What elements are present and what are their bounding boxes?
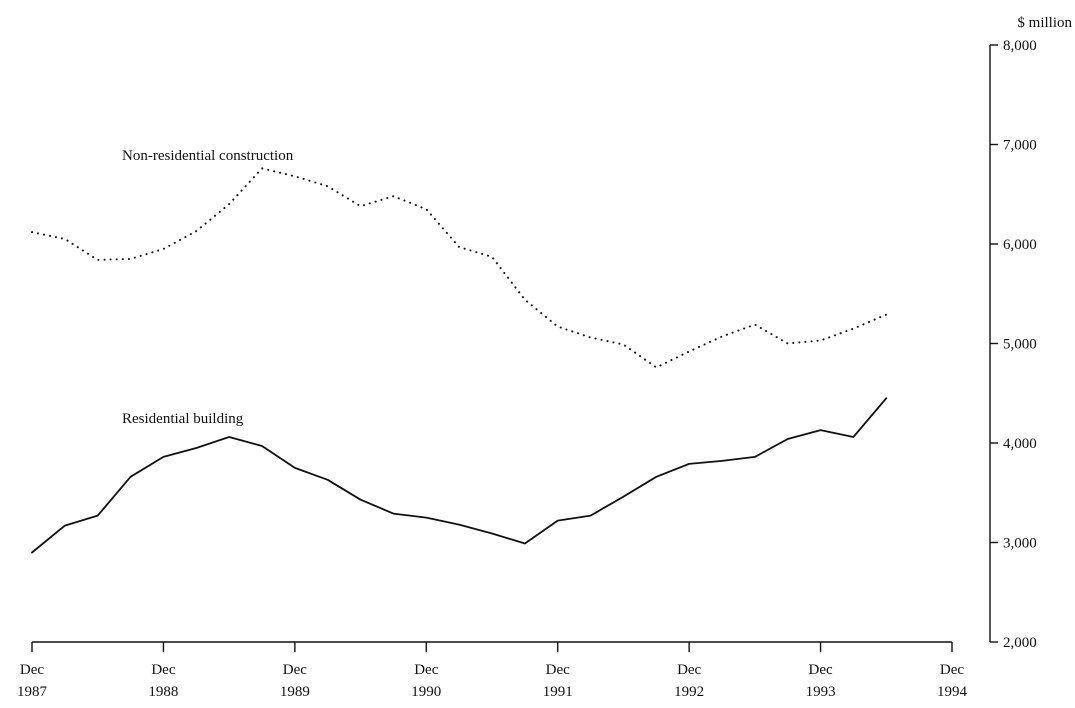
series-label-non-residential: Non-residential construction xyxy=(122,148,294,164)
x-tick-label-month: Dec xyxy=(808,662,832,678)
x-tick-label-month: Dec xyxy=(283,662,307,678)
x-tick-label-year: 1989 xyxy=(280,684,310,700)
y-tick-label: 3,000 xyxy=(1003,536,1037,552)
x-tick-label-year: 1992 xyxy=(674,684,704,700)
y-tick-label: 7,000 xyxy=(1003,138,1037,154)
series-label-residential: Residential building xyxy=(122,411,244,427)
y-tick-label: 2,000 xyxy=(1003,635,1037,651)
y-axis: 2,000 3,000 4,000 5,000 6,000 7,000 8,000 xyxy=(989,38,1037,651)
y-tick-label: 6,000 xyxy=(1003,237,1037,253)
x-tick-label-month: Dec xyxy=(20,662,44,678)
x-tick-label-year: 1994 xyxy=(937,684,968,700)
x-tick-label-year: 1990 xyxy=(411,684,441,700)
x-tick-label-month: Dec xyxy=(940,662,964,678)
series-line-residential xyxy=(31,397,888,554)
x-tick-label-year: 1988 xyxy=(148,684,178,700)
y-tick-label: 4,000 xyxy=(1003,436,1037,452)
y-tick-label: 8,000 xyxy=(1003,38,1037,54)
x-axis: Dec 1987 Dec 1988 Dec 1989 Dec 1990 Dec 1991 Dec 19… xyxy=(17,641,968,700)
x-tick-label-year: 1991 xyxy=(543,684,573,700)
y-tick-label: 5,000 xyxy=(1003,337,1037,353)
x-tick-label-month: Dec xyxy=(414,662,438,678)
x-tick-label-month: Dec xyxy=(546,662,570,678)
x-tick-label-year: 1987 xyxy=(17,684,48,700)
x-tick-label-month: Dec xyxy=(151,662,175,678)
series-line-non-residential xyxy=(31,167,888,369)
x-tick-label-month: Dec xyxy=(677,662,701,678)
series-layer xyxy=(31,167,888,554)
y-axis-unit-label: $ million xyxy=(1017,15,1072,31)
x-tick-label-year: 1993 xyxy=(806,684,836,700)
